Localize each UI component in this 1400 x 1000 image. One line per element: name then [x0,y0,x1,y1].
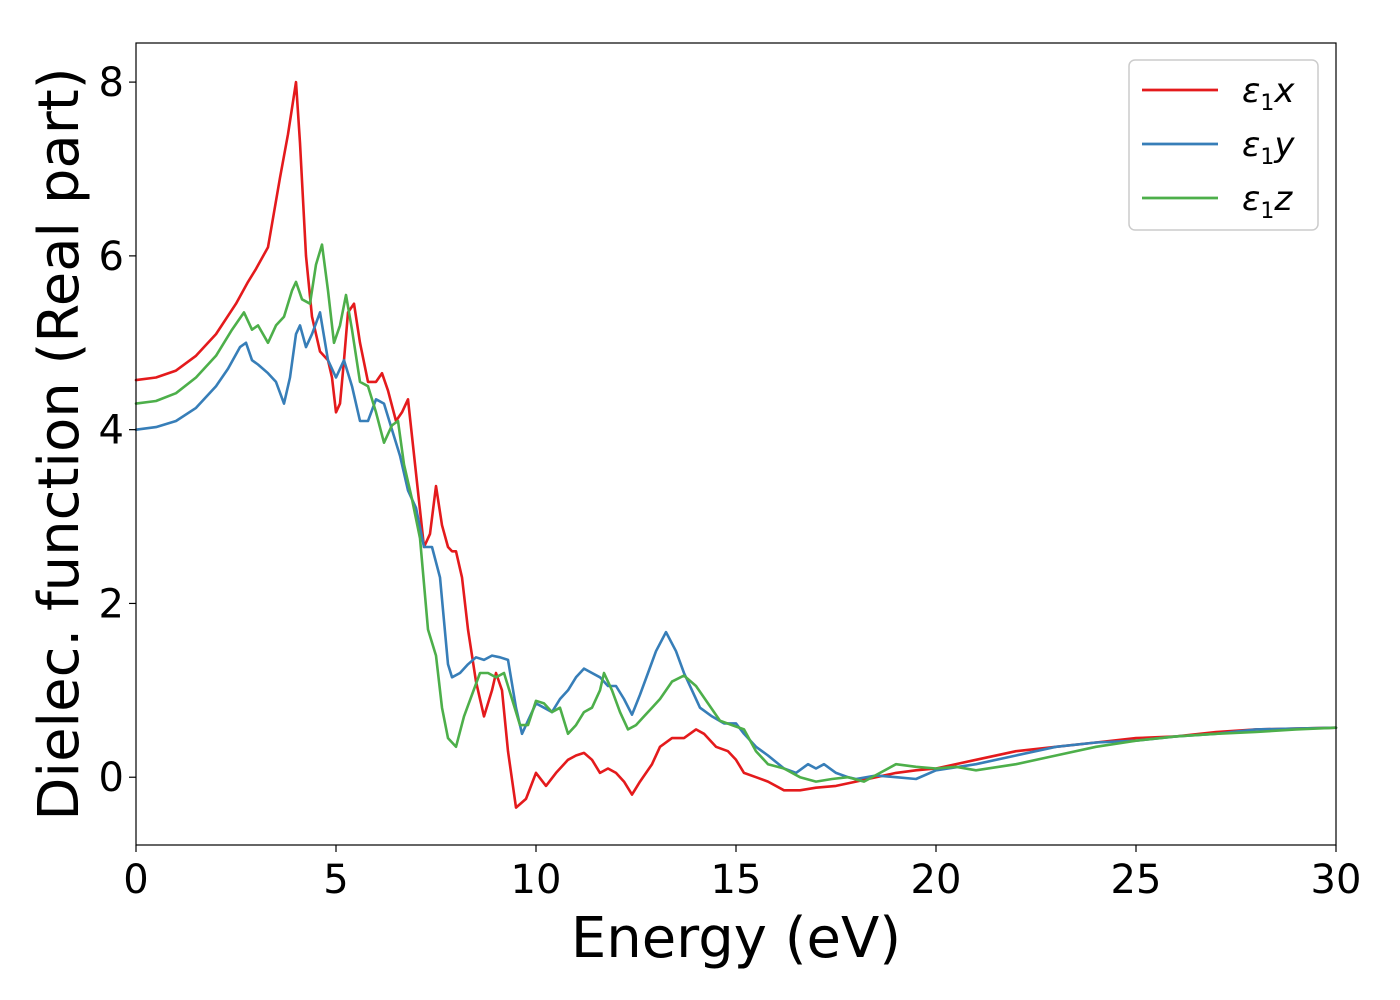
y-tick-label: 8 [99,60,124,106]
x-tick-label: 15 [711,857,762,903]
x-tick-label: 5 [323,857,348,903]
y-tick-label: 4 [99,408,124,454]
y-axis-title: Dielec. function (Real part) [27,67,92,820]
y-axis: 0 2 4 6 8 [99,60,136,801]
y-tick-label: 2 [99,581,124,627]
y-tick-label: 6 [99,234,124,280]
x-tick-label: 30 [1311,857,1362,903]
legend-label-1: ε1x [1242,71,1295,116]
x-tick-label: 10 [511,857,562,903]
series-line-1 [134,80,1338,809]
x-axis-title: Energy (eV) [571,906,901,971]
x-tick-label: 20 [911,857,962,903]
legend: ε1x ε1y ε1z [1128,59,1319,231]
legend-label-3: ε1z [1242,179,1293,224]
legend-box [1128,59,1319,231]
y-tick-label: 0 [99,755,124,801]
x-axis: 0 5 10 15 20 25 30 [123,845,1361,903]
x-tick-label: 0 [123,857,148,903]
legend-label-2: ε1y [1242,125,1295,170]
series-line-2 [134,311,1338,781]
series-line-3 [134,243,1338,783]
x-tick-label: 25 [1111,857,1162,903]
plot-lines [134,80,1338,809]
